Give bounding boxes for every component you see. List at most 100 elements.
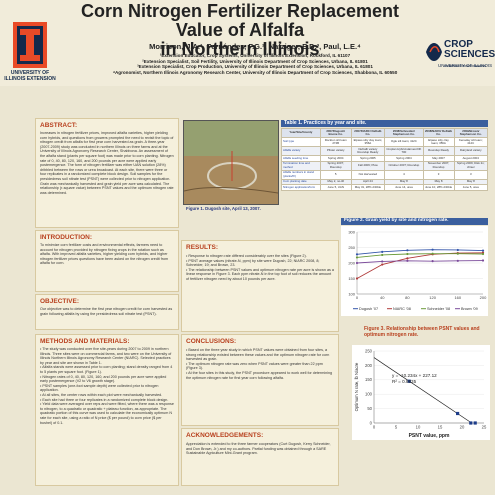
photo-caption: Figure 1. Dugosh site, April 13, 2007. — [186, 206, 261, 211]
table-cell: 4 — [384, 169, 424, 180]
table-cell: June 10, 28% dribble — [422, 184, 455, 191]
poster-header: UNIVERSITY OF ILLINOIS EXTENSION Corn Ni… — [0, 0, 495, 86]
affiliation-2: ²Extension Specialist, Soil Fertility, U… — [142, 58, 368, 64]
logo-word-crop: CROP — [444, 39, 473, 50]
table-cell: June 5, UAN — [319, 184, 352, 191]
abstract-box: ABSTRACT: Increases in nitrogen fertiliz… — [35, 118, 179, 228]
data-point — [473, 421, 477, 425]
table-cell: October 2007; Roundup — [384, 160, 424, 171]
list-item: • PSNT average values (nitrate-N, ppm) b… — [186, 258, 320, 268]
x-tick-label: 15 — [438, 425, 443, 430]
introduction-heading: INTRODUCTION: — [40, 234, 92, 241]
conclusions-heading: CONCLUSIONS: — [186, 338, 237, 345]
series-point — [381, 263, 384, 266]
y-tick-label: 100 — [365, 392, 373, 397]
series-line-1 — [356, 252, 484, 279]
list-item-text: At all sites, the center rows within eac… — [42, 392, 163, 397]
x-tick-label: 0 — [373, 425, 376, 430]
x-tick-label: 40 — [380, 295, 385, 300]
list-item: • The relationship between PSNT values a… — [186, 267, 334, 281]
table-cell: Elpaso silty clay loam; 356A — [350, 137, 386, 147]
crop-sciences-logo-sub: UNIVERSITY OF ILLINOIS — [438, 63, 493, 68]
table-row-header: Nitrogen application/form — [281, 184, 321, 191]
data-point — [456, 411, 460, 416]
y-tick-label: 150 — [348, 276, 355, 281]
trend-equation: y = -10.234x + 227.12 — [392, 373, 437, 378]
x-tick-label: 20 — [460, 425, 465, 430]
legend-label: Brown '09 — [461, 307, 478, 311]
y-tick-label: 200 — [348, 260, 355, 265]
affiliation-4: ⁴Agronomist, Northern Illinois Agronomy … — [112, 69, 398, 75]
legend-label: Dugosh '07 — [359, 307, 378, 311]
list-item: • PSNT samples (one-foot sample depth) w… — [40, 383, 159, 393]
x-tick-label: 25 — [482, 425, 487, 430]
list-item-text: The study was conducted over five site-y… — [40, 347, 172, 365]
y-tick-label: 250 — [348, 245, 355, 250]
affiliations: ¹Extension Educator, Crop Systems, Unive… — [100, 53, 410, 75]
table-row-header: Alfalfa variety — [281, 146, 321, 156]
logo-word-sciences: SCIENCES — [444, 49, 495, 60]
series-point — [481, 249, 485, 252]
illinois-logo-icon — [13, 22, 47, 68]
affiliation-1: ¹Extension Educator, Crop Systems, Unive… — [159, 53, 351, 58]
trend-r-squared: R² = 0.9835 — [392, 379, 417, 384]
table-cell: June 14, urea — [384, 184, 424, 191]
y-tick-label: 150 — [365, 377, 373, 382]
table-cell: Spring 2009; Disk 2x; chisel — [453, 160, 488, 171]
list-item-text: Each site had three or four replicates i… — [42, 397, 169, 402]
table-row: Termination time and method Spring 2007; … — [281, 160, 488, 171]
table-header-row: Year/Site/County 2007/Dugosh/ Boone Co. … — [281, 128, 488, 138]
series-point — [456, 248, 459, 252]
table-cell: Kenaday silt loam; 412C — [453, 137, 488, 147]
list-item: • At the four sites in this study, the P… — [186, 370, 333, 380]
table-cell: Not Harvested — [350, 169, 386, 180]
series-point — [431, 248, 434, 251]
table-row-header: Alfalfa numbers in stand (plants/ft²) — [281, 169, 321, 180]
table-cell: 3 — [422, 169, 455, 180]
extension-logo-caption: UNIVERSITY OF ILLINOIS EXTENSION — [4, 70, 56, 82]
list-item-text: Response to nitrogen rate differed consi… — [188, 254, 307, 258]
figure2-chart: 100 150 200 250 300 0 40 80 120 160 200 Dugosh '07 N… — [341, 226, 488, 316]
objective-box: OBJECTIVE: Our objective was to determin… — [35, 294, 179, 330]
table-row: Alfalfa numbers in stand (plants/ft²) 5 No… — [281, 169, 488, 180]
series-point — [406, 259, 409, 262]
table-cell: Roundup Ready — [422, 146, 455, 156]
y-tick-label: 300 — [348, 229, 355, 234]
table-row: Alfalfa variety Pfister variety DeKalb var… — [281, 146, 488, 156]
list-item: • At all sites, the center rows within e… — [40, 392, 163, 397]
table-row: Nitrogen application/form June 5, UAN May … — [281, 184, 488, 191]
list-item-text: The relationship between PSNT values and… — [186, 267, 334, 281]
results-heading: RESULTS: — [186, 244, 219, 251]
objective-heading: OBJECTIVE: — [40, 298, 80, 305]
series-point — [355, 253, 359, 256]
legend-label: NIARC '08 — [393, 307, 411, 311]
results-list: • Response to nitrogen rate differed con… — [186, 254, 334, 282]
list-item-text: Nitrogen rates of 0, 40, 80, 120, 160, a… — [40, 374, 167, 384]
series-line-2 — [356, 253, 484, 258]
list-item-text: Based on the three year study in which P… — [186, 348, 330, 362]
series-point — [481, 259, 485, 262]
series-point — [355, 256, 359, 259]
methods-list: • The study was conducted over five site… — [40, 347, 174, 425]
series-point — [456, 252, 459, 255]
figure3-title: Figure 3. Relationship between PSNT valu… — [364, 326, 480, 338]
list-item: • Yield data were averaged over reps and… — [40, 402, 174, 425]
list-item: • The optimum nitrogen rate was zero whe… — [186, 361, 323, 371]
table-cell: May 31, 28% dribble — [350, 184, 386, 191]
table-cell: Elpaso silty clay loam; 356A — [422, 137, 455, 147]
x-tick-label: 10 — [416, 425, 421, 430]
series-point — [355, 261, 359, 265]
conclusions-list: • Based on the three year study in which… — [186, 348, 334, 380]
methods-box: METHODS AND MATERIALS: • The study was c… — [35, 334, 179, 486]
series-point — [481, 252, 485, 256]
table-cell: Rockton silt loam 274B — [319, 137, 352, 147]
series-point — [381, 250, 384, 253]
table1-title: Table 1. Practices by year and site. — [281, 120, 488, 127]
series-point — [355, 277, 359, 280]
list-item: • Each site had three or four replicates… — [40, 397, 169, 402]
table-cell: 3 — [453, 169, 488, 180]
field-photo — [183, 120, 279, 205]
y-tick-label: 250 — [365, 348, 373, 353]
y-tick-label: 200 — [365, 363, 373, 368]
